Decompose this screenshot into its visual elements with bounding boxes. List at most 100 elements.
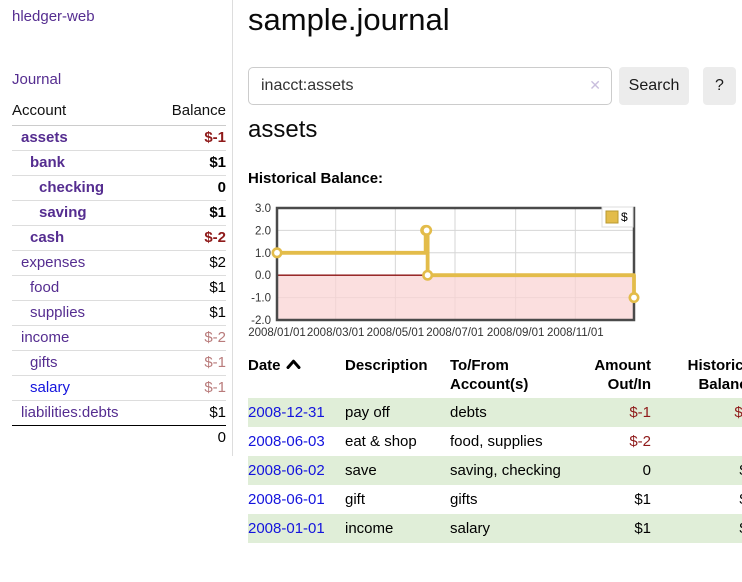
app-title-link[interactable]: hledger-web: [12, 8, 95, 25]
transaction-date-link[interactable]: 2008-06-02: [248, 462, 325, 479]
transaction-amount: $-1: [629, 404, 651, 421]
transaction-description: pay off: [345, 404, 390, 421]
transaction-amount: 0: [642, 462, 651, 479]
sort-ascending-icon: [286, 359, 301, 369]
transaction-balance: $2: [651, 485, 742, 514]
account-balance: $-1: [153, 350, 226, 376]
svg-text:0.0: 0.0: [255, 270, 271, 282]
account-link[interactable]: checking: [39, 179, 105, 196]
register-table: Date Description To/From Account(s) Amou…: [248, 352, 742, 543]
register-header-description[interactable]: Description: [345, 357, 428, 374]
accounts-header-balance: Balance: [153, 100, 226, 126]
account-balance: $1: [153, 200, 226, 226]
account-link[interactable]: gifts: [30, 354, 58, 371]
svg-text:2008/01/01: 2008/01/01: [248, 327, 306, 339]
register-header-balance[interactable]: Historical Balance: [687, 357, 742, 393]
account-balance: $-1: [153, 125, 226, 151]
sidebar: hledger-web Journal Account Balance asse…: [0, 0, 233, 456]
transaction-accounts: gifts: [450, 491, 478, 508]
account-row: liabilities:debts $1: [12, 400, 226, 426]
svg-text:1.0: 1.0: [255, 248, 271, 260]
svg-text:-2.0: -2.0: [251, 315, 271, 327]
main-content: sample.journal ✕ Search ? assets Histori…: [248, 0, 742, 582]
account-link[interactable]: expenses: [21, 254, 86, 271]
account-row: cash $-2: [12, 225, 226, 251]
svg-text:-1.0: -1.0: [251, 293, 271, 305]
account-link[interactable]: food: [30, 279, 60, 296]
account-row: gifts $-1: [12, 350, 226, 376]
transaction-balance: 0: [651, 427, 742, 456]
legend-label: $: [621, 210, 628, 224]
account-row: bank $1: [12, 150, 226, 176]
journal-link[interactable]: Journal: [12, 71, 62, 88]
account-link[interactable]: salary: [30, 379, 71, 396]
search-button[interactable]: Search: [619, 67, 689, 105]
account-balance: $1: [153, 300, 226, 326]
register-header-accounts[interactable]: To/From Account(s): [450, 357, 529, 393]
transaction-amount: $1: [634, 520, 651, 537]
transaction-amount: $1: [634, 491, 651, 508]
account-link[interactable]: bank: [30, 154, 66, 171]
account-link[interactable]: supplies: [30, 304, 86, 321]
svg-text:2008/11/01: 2008/11/01: [547, 327, 604, 339]
transaction-balance: $-1: [734, 404, 742, 421]
register-row[interactable]: 2008-12-31 pay off debts $-1 $-1: [248, 398, 742, 427]
transaction-date-link[interactable]: 2008-12-31: [248, 404, 325, 421]
register-row[interactable]: 2008-06-03 eat & shop food, supplies $-20: [248, 427, 742, 456]
account-row: checking 0: [12, 175, 226, 201]
svg-text:2008/05/01: 2008/05/01: [367, 327, 425, 339]
accounts-table: Account Balance assets $-1 bank $1 checking 0…: [12, 100, 226, 449]
account-balance: $2: [153, 250, 226, 276]
account-balance: $1: [153, 275, 226, 301]
help-button[interactable]: ?: [703, 67, 736, 105]
account-balance: $1: [153, 150, 226, 176]
account-link[interactable]: assets: [21, 129, 68, 146]
register-row[interactable]: 2008-06-01 gift gifts $1$2: [248, 485, 742, 514]
account-row: salary $-1: [12, 375, 226, 401]
svg-text:2008/07/01: 2008/07/01: [426, 327, 484, 339]
register-header-amount[interactable]: Amount Out/In: [594, 357, 651, 393]
transaction-date-link[interactable]: 2008-06-03: [248, 433, 325, 450]
chart-title: Historical Balance:: [248, 170, 384, 187]
search-input[interactable]: [248, 67, 612, 105]
register-header-row: Date Description To/From Account(s) Amou…: [248, 352, 742, 398]
search-row: ✕ Search ?: [248, 67, 742, 105]
svg-text:3.0: 3.0: [255, 203, 271, 215]
account-row: assets $-1: [12, 125, 226, 151]
transaction-description: income: [345, 520, 394, 537]
account-row: saving $1: [12, 200, 226, 226]
transaction-date-link[interactable]: 2008-06-01: [248, 491, 325, 508]
transaction-amount: $-2: [629, 433, 651, 450]
transaction-accounts: saving, checking: [450, 462, 561, 479]
account-heading: assets: [248, 116, 318, 143]
account-row: food $1: [12, 275, 226, 301]
accounts-header-account: Account: [12, 100, 154, 126]
account-link[interactable]: income: [21, 329, 70, 346]
transaction-accounts: salary: [450, 520, 491, 537]
transaction-accounts: debts: [450, 404, 487, 421]
accounts-total-value: 0: [217, 429, 226, 446]
transaction-balance: $2: [651, 456, 742, 485]
account-link[interactable]: liabilities:debts: [21, 404, 119, 421]
clear-search-icon[interactable]: ✕: [589, 77, 601, 93]
account-row: supplies $1: [12, 300, 226, 326]
transaction-date-link[interactable]: 2008-01-01: [248, 520, 325, 537]
transaction-description: eat & shop: [345, 433, 417, 450]
search-box: ✕: [248, 67, 612, 105]
account-link[interactable]: saving: [39, 204, 87, 221]
register-row[interactable]: 2008-01-01 income salary $1$1: [248, 514, 742, 543]
account-balance: $-2: [153, 325, 226, 351]
account-link[interactable]: cash: [30, 229, 65, 246]
register-row[interactable]: 2008-06-02 save saving, checking 0$2: [248, 456, 742, 485]
account-balance: 0: [153, 175, 226, 201]
svg-text:2008/09/01: 2008/09/01: [487, 327, 545, 339]
register-header-date[interactable]: Date: [248, 352, 345, 398]
account-row: income $-2: [12, 325, 226, 351]
accounts-total-row: 0: [12, 426, 226, 450]
transaction-balance: $1: [651, 514, 742, 543]
transaction-accounts: food, supplies: [450, 433, 543, 450]
svg-text:2008/03/01: 2008/03/01: [307, 327, 365, 339]
page-title: sample.journal: [248, 2, 450, 37]
transaction-description: save: [345, 462, 377, 479]
